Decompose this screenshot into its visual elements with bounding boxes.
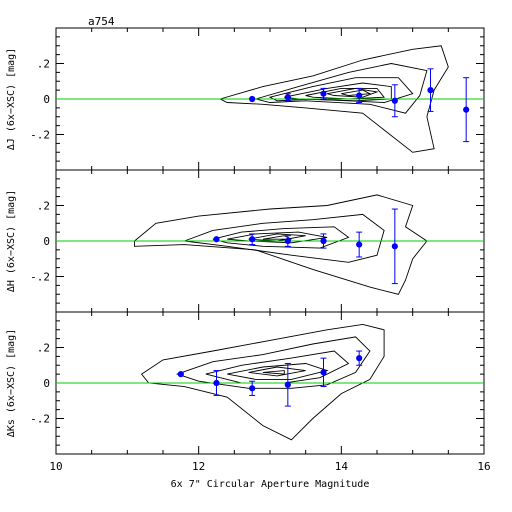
density-contour [212, 226, 350, 249]
data-point [391, 97, 398, 104]
data-point [284, 381, 291, 388]
density-contour [305, 87, 386, 100]
x-tick-label: 14 [335, 460, 349, 473]
data-point [356, 92, 363, 99]
density-contour [253, 63, 428, 114]
x-tick-label: 12 [192, 460, 205, 473]
data-point [391, 243, 398, 250]
y-tick-label: .2 [37, 200, 50, 213]
data-point [249, 236, 256, 243]
data-point [320, 90, 327, 97]
figure-title: a754 [88, 15, 115, 28]
x-axis-label: 6x 7" Circular Aperture Magnitude [171, 479, 370, 490]
data-point [320, 369, 327, 376]
data-point [284, 237, 291, 245]
x-tick-label: 10 [49, 460, 62, 473]
x-tick-label: 16 [477, 460, 490, 473]
data-point [356, 241, 363, 248]
panel-J: -.2 0 .2 ΔJ (6x−XSC) [mag] [6, 27, 485, 171]
y-axis-label: ΔJ (6x−XSC) [mag] [6, 48, 17, 150]
y-tick-label: -.2 [30, 271, 50, 284]
y-tick-label: -.2 [30, 129, 50, 142]
data-point [213, 236, 220, 243]
density-contour [248, 366, 306, 377]
data-point [249, 95, 256, 103]
data-point [284, 94, 291, 101]
panel-H: -.2 0 .2 ΔH (6x−XSC) [mag] [6, 169, 485, 313]
data-point [249, 385, 256, 392]
y-axis-label: ΔKs (6x−XSC) [mag] [6, 329, 17, 437]
y-tick-label: -.2 [30, 413, 50, 426]
panel-Ks: -.2 0 .2 10 12 14 16 ΔKs (6x−XSC) [mag] [6, 311, 491, 473]
data-point [356, 355, 363, 362]
contours [134, 194, 428, 295]
data-point [427, 87, 434, 94]
data-point [320, 237, 327, 245]
density-contour [140, 323, 385, 441]
density-contour [326, 87, 379, 98]
density-contour [175, 336, 371, 389]
y-tick-label: 0 [43, 93, 50, 106]
y-tick-label: .2 [37, 342, 50, 355]
density-contour [268, 77, 414, 103]
y-tick-label: 0 [43, 235, 50, 248]
data-point [213, 379, 220, 387]
y-axis-label: ΔH (6x−XSC) [mag] [6, 190, 17, 292]
density-contour [184, 213, 385, 263]
density-contour [341, 89, 372, 96]
panels: -.2 0 .2 ΔJ (6x−XSC) [mag] -.2 0 .2 ΔH (6x−XSC)… [6, 27, 491, 473]
y-tick-label: 0 [43, 377, 50, 390]
contours [140, 323, 385, 441]
data-point [463, 106, 470, 113]
density-contour [262, 370, 285, 375]
data-point [177, 371, 184, 378]
density-contour [134, 194, 428, 295]
y-tick-label: .2 [37, 58, 50, 71]
density-contour [227, 363, 329, 380]
density-contour [248, 233, 306, 242]
